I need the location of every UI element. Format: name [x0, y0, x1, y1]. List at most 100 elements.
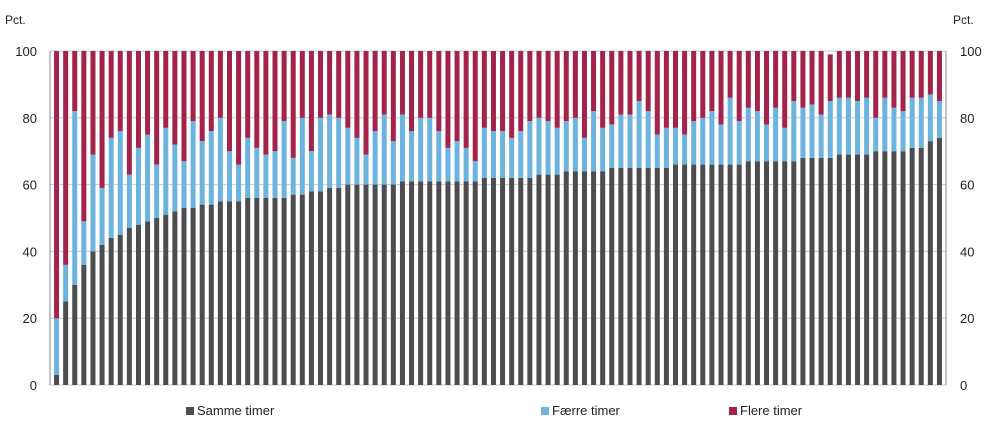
bar-segment: [327, 114, 333, 188]
bar-segment: [154, 218, 160, 385]
bar-segment: [99, 244, 105, 385]
bar-segment: [809, 51, 815, 105]
bar-segment: [500, 51, 506, 132]
bar-segment: [927, 141, 933, 385]
bar-segment: [663, 127, 669, 168]
bar-segment: [536, 174, 542, 385]
bar-segment: [691, 121, 697, 165]
bar-segment: [500, 131, 506, 178]
bar-segment: [500, 177, 506, 385]
bar-segment: [682, 134, 688, 165]
gridlines: [50, 50, 946, 386]
bar-segment: [318, 191, 324, 385]
bar-segment: [145, 134, 151, 222]
bar-segment: [927, 94, 933, 142]
bar-segment: [818, 157, 824, 385]
bar-segment: [463, 51, 469, 148]
bar-segment: [463, 147, 469, 182]
bar-segment: [217, 51, 223, 118]
bar-segment: [399, 181, 405, 385]
legend: Samme timer Færre timer Flere timer: [186, 403, 803, 418]
bar-segment: [226, 201, 232, 385]
bar-segment: [90, 51, 96, 155]
bar-segment: [618, 51, 624, 115]
bar-segment: [536, 51, 542, 118]
bar-segment: [727, 51, 733, 98]
bar-segment: [709, 111, 715, 165]
bar-segment: [654, 134, 660, 168]
bar-segment: [336, 51, 342, 118]
bar-segment: [181, 207, 187, 385]
bar-segment: [509, 51, 515, 138]
bar-segment: [354, 184, 360, 385]
bar-segment: [354, 51, 360, 138]
legend-label: Samme timer: [197, 403, 275, 418]
bar-segment: [181, 51, 187, 162]
bar-segment: [591, 171, 597, 385]
right-tick-label: 100: [960, 44, 982, 59]
bar-segment: [591, 51, 597, 112]
bar-segment: [873, 117, 879, 152]
left-axis-unit: Pct.: [5, 13, 26, 27]
bar-segment: [581, 137, 587, 172]
bar-segment: [390, 51, 396, 142]
bar-segment: [764, 161, 770, 385]
bar-segment: [845, 51, 851, 98]
bar-segment: [818, 51, 824, 115]
bar-segment: [782, 127, 788, 162]
bar-segment: [217, 201, 223, 385]
bar-segment: [217, 117, 223, 202]
bar-segment: [855, 154, 861, 385]
left-tick-label: 100: [15, 44, 37, 59]
bar-segment: [709, 51, 715, 112]
bar-segment: [436, 51, 442, 132]
bar-segment: [682, 51, 688, 135]
bar-segment: [800, 157, 806, 385]
bar-segment: [126, 51, 132, 175]
legend-swatch: [186, 407, 194, 415]
bar-segment: [145, 221, 151, 385]
bar-segment: [918, 97, 924, 148]
bar-segment: [126, 228, 132, 385]
bar-segment: [336, 117, 342, 188]
bar-segment: [63, 51, 69, 265]
bar-segment: [627, 114, 633, 168]
left-tick-label: 0: [30, 378, 37, 393]
bar-segment: [609, 124, 615, 168]
bar-segment: [436, 131, 442, 182]
bar-segment: [363, 154, 369, 185]
bar-segment: [572, 171, 578, 385]
bar-segment: [672, 164, 678, 385]
bar-segment: [663, 51, 669, 128]
bar-segment: [308, 151, 314, 192]
bar-segment: [299, 194, 305, 385]
bar-segment: [54, 318, 60, 375]
bar-segment: [163, 127, 169, 215]
bar-segment: [409, 131, 415, 182]
left-tick-label: 80: [23, 111, 37, 126]
legend-label: Flere timer: [740, 403, 803, 418]
bar-segment: [581, 51, 587, 138]
bar-segment: [135, 51, 141, 148]
bar-segment: [108, 137, 114, 239]
bar-segment: [263, 154, 269, 198]
bar-segment: [208, 131, 214, 205]
right-tick-label: 80: [960, 111, 974, 126]
bar-segment: [882, 97, 888, 152]
bar-segment: [409, 51, 415, 132]
bar-segment: [554, 174, 560, 385]
legend-swatch: [541, 407, 549, 415]
bar-segment: [572, 51, 578, 118]
bar-segment: [873, 151, 879, 385]
bars: [54, 51, 942, 385]
bar-segment: [936, 137, 942, 385]
right-tick-labels: 0 20 40 60 80 100: [960, 44, 982, 393]
bar-segment: [800, 107, 806, 158]
bar-segment: [135, 147, 141, 225]
bar-segment: [745, 161, 751, 385]
bar-segment: [472, 51, 478, 162]
bar-segment: [545, 51, 551, 122]
bar-segment: [208, 204, 214, 385]
bar-segment: [363, 184, 369, 385]
bar-segment: [818, 114, 824, 158]
